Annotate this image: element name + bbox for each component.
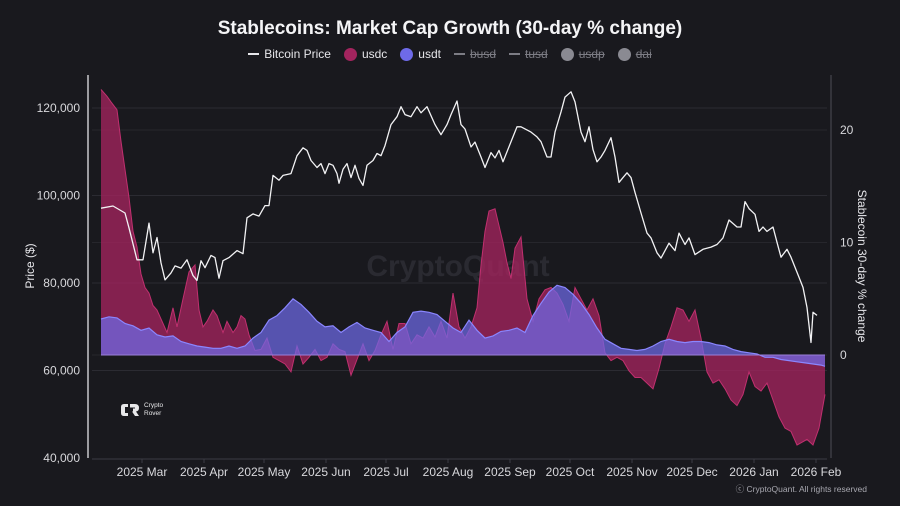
logo-text-line2: Rover — [144, 410, 162, 417]
legend-label: dai — [635, 47, 652, 61]
x-tick-label: 2025 Sep — [484, 465, 536, 479]
x-tick-label: 2025 May — [238, 465, 291, 479]
right-axis-ticks: 0 10 20 — [840, 123, 854, 362]
left-tick-label: 60,000 — [43, 364, 80, 378]
x-tick-label: 2025 Apr — [180, 465, 228, 479]
left-tick-label: 80,000 — [43, 276, 80, 290]
legend-label: tusd — [525, 47, 548, 61]
legend-label: Bitcoin Price — [264, 47, 331, 61]
x-tick-label: 2026 Feb — [791, 465, 842, 479]
usdt-line — [100, 284, 826, 367]
line-swatch-icon — [453, 53, 465, 55]
x-tick-label: 2025 Aug — [423, 465, 474, 479]
legend-label: usdc — [361, 47, 388, 61]
x-tick-label: 2025 Dec — [666, 465, 717, 479]
x-tick-label: 2025 Jul — [363, 465, 408, 479]
x-tick-label: 2025 Jun — [301, 465, 350, 479]
legend-item-tusd[interactable]: tusd — [509, 47, 548, 61]
crypto-rover-logo: Crypto Rover — [120, 402, 163, 418]
logo-text-line1: Crypto — [144, 402, 164, 409]
crypto-rover-logo-icon — [121, 404, 139, 416]
dot-swatch-icon — [400, 47, 414, 61]
right-tick-label: 0 — [840, 348, 847, 362]
bitcoin-price-line — [100, 91, 818, 344]
x-tick-label: 2025 Nov — [606, 465, 657, 479]
legend-item-usdt[interactable]: usdt — [400, 47, 441, 61]
right-axis-label: Stablecoin 30-day % change — [855, 190, 869, 343]
usdc-line — [100, 89, 826, 446]
x-tick-label: 2026 Jan — [729, 465, 778, 479]
dot-swatch-icon — [617, 47, 631, 61]
chart-title: Stablecoins: Market Cap Growth (30-day %… — [217, 18, 683, 39]
dot-swatch-icon — [343, 47, 357, 61]
stablecoin-areas — [100, 89, 826, 446]
right-tick-label: 10 — [840, 236, 854, 250]
left-axis-label: Price ($) — [23, 243, 37, 288]
legend-label: usdt — [418, 47, 441, 61]
left-axis-ticks: 40,000 60,000 80,000 100,000 120,000 — [37, 101, 81, 465]
legend-item-usdc[interactable]: usdc — [343, 47, 388, 61]
usdc-area — [101, 89, 825, 445]
copyright-footer: ⓒ CryptoQuant. All rights reserved — [735, 484, 867, 494]
legend-label: busd — [469, 47, 497, 61]
right-tick-label: 20 — [840, 123, 854, 137]
legend: Bitcoin Price usdc usdt busd tusd usdp d… — [0, 47, 900, 61]
line-swatch-icon — [248, 53, 260, 55]
legend-item-dai[interactable]: dai — [617, 47, 652, 61]
legend-item-bitcoin-price[interactable]: Bitcoin Price — [248, 47, 331, 61]
legend-label: usdp — [578, 47, 605, 61]
x-tick-label: 2025 Mar — [117, 465, 168, 479]
left-tick-label: 120,000 — [37, 101, 81, 115]
legend-item-usdp[interactable]: usdp — [560, 47, 605, 61]
left-tick-label: 100,000 — [37, 189, 81, 203]
usdt-area — [101, 285, 825, 367]
x-axis-ticks: 2025 Mar 2025 Apr 2025 May 2025 Jun 2025 Jul… — [117, 459, 842, 479]
legend-item-busd[interactable]: busd — [453, 47, 497, 61]
bitcoin-line-group — [100, 91, 818, 344]
left-tick-label: 40,000 — [43, 451, 80, 465]
line-swatch-icon — [509, 53, 521, 55]
dot-swatch-icon — [560, 47, 574, 61]
x-tick-label: 2025 Oct — [546, 465, 595, 479]
gridlines — [92, 107, 827, 371]
